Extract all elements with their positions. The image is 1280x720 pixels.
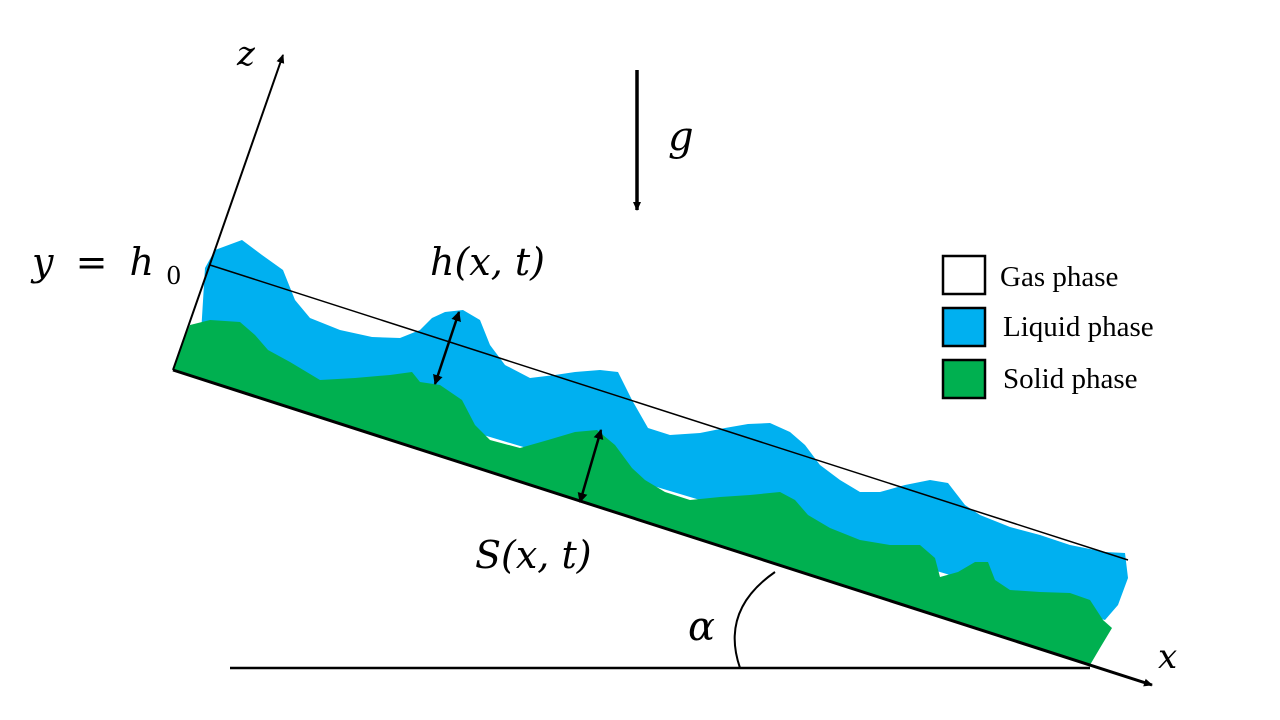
legend-swatch-gas bbox=[941, 254, 987, 296]
legend-label-solid: Solid phase bbox=[1003, 363, 1138, 395]
gravity-label: g bbox=[668, 114, 694, 160]
x-axis bbox=[172, 368, 1153, 687]
legend-label-liquid: Liquid phase bbox=[1003, 311, 1154, 343]
legend: Gas phase Liquid phase Solid phase bbox=[941, 254, 1154, 400]
angle-label: α bbox=[688, 604, 715, 650]
legend-label-gas: Gas phase bbox=[1000, 261, 1118, 293]
liquid-layer bbox=[200, 240, 1128, 620]
solid-layer bbox=[173, 320, 1112, 665]
legend-item-gas: Gas phase bbox=[941, 254, 1118, 296]
legend-item-solid: Solid phase bbox=[941, 358, 1138, 400]
legend-item-liquid: Liquid phase bbox=[941, 306, 1154, 348]
z-axis bbox=[172, 54, 285, 371]
legend-swatch-solid bbox=[941, 358, 987, 400]
angle-arc bbox=[733, 571, 776, 669]
solid-height-label: S(x, t) bbox=[475, 533, 592, 577]
legend-swatch-liquid bbox=[941, 306, 987, 348]
h-subscript: 0 bbox=[166, 262, 181, 290]
y-variable: y bbox=[30, 240, 54, 284]
h-variable: h bbox=[130, 240, 154, 284]
film-height-label: h(x, t) bbox=[430, 240, 545, 284]
equals-sign: = bbox=[76, 240, 108, 284]
film-height-arrow bbox=[433, 311, 461, 385]
z-axis-label: z bbox=[236, 34, 256, 74]
solid-height-arrow bbox=[577, 429, 604, 503]
y-equals-h0-label: y = h 0 bbox=[30, 240, 181, 290]
x-axis-label: x bbox=[1158, 637, 1177, 677]
reference-line-h0 bbox=[209, 264, 1129, 561]
